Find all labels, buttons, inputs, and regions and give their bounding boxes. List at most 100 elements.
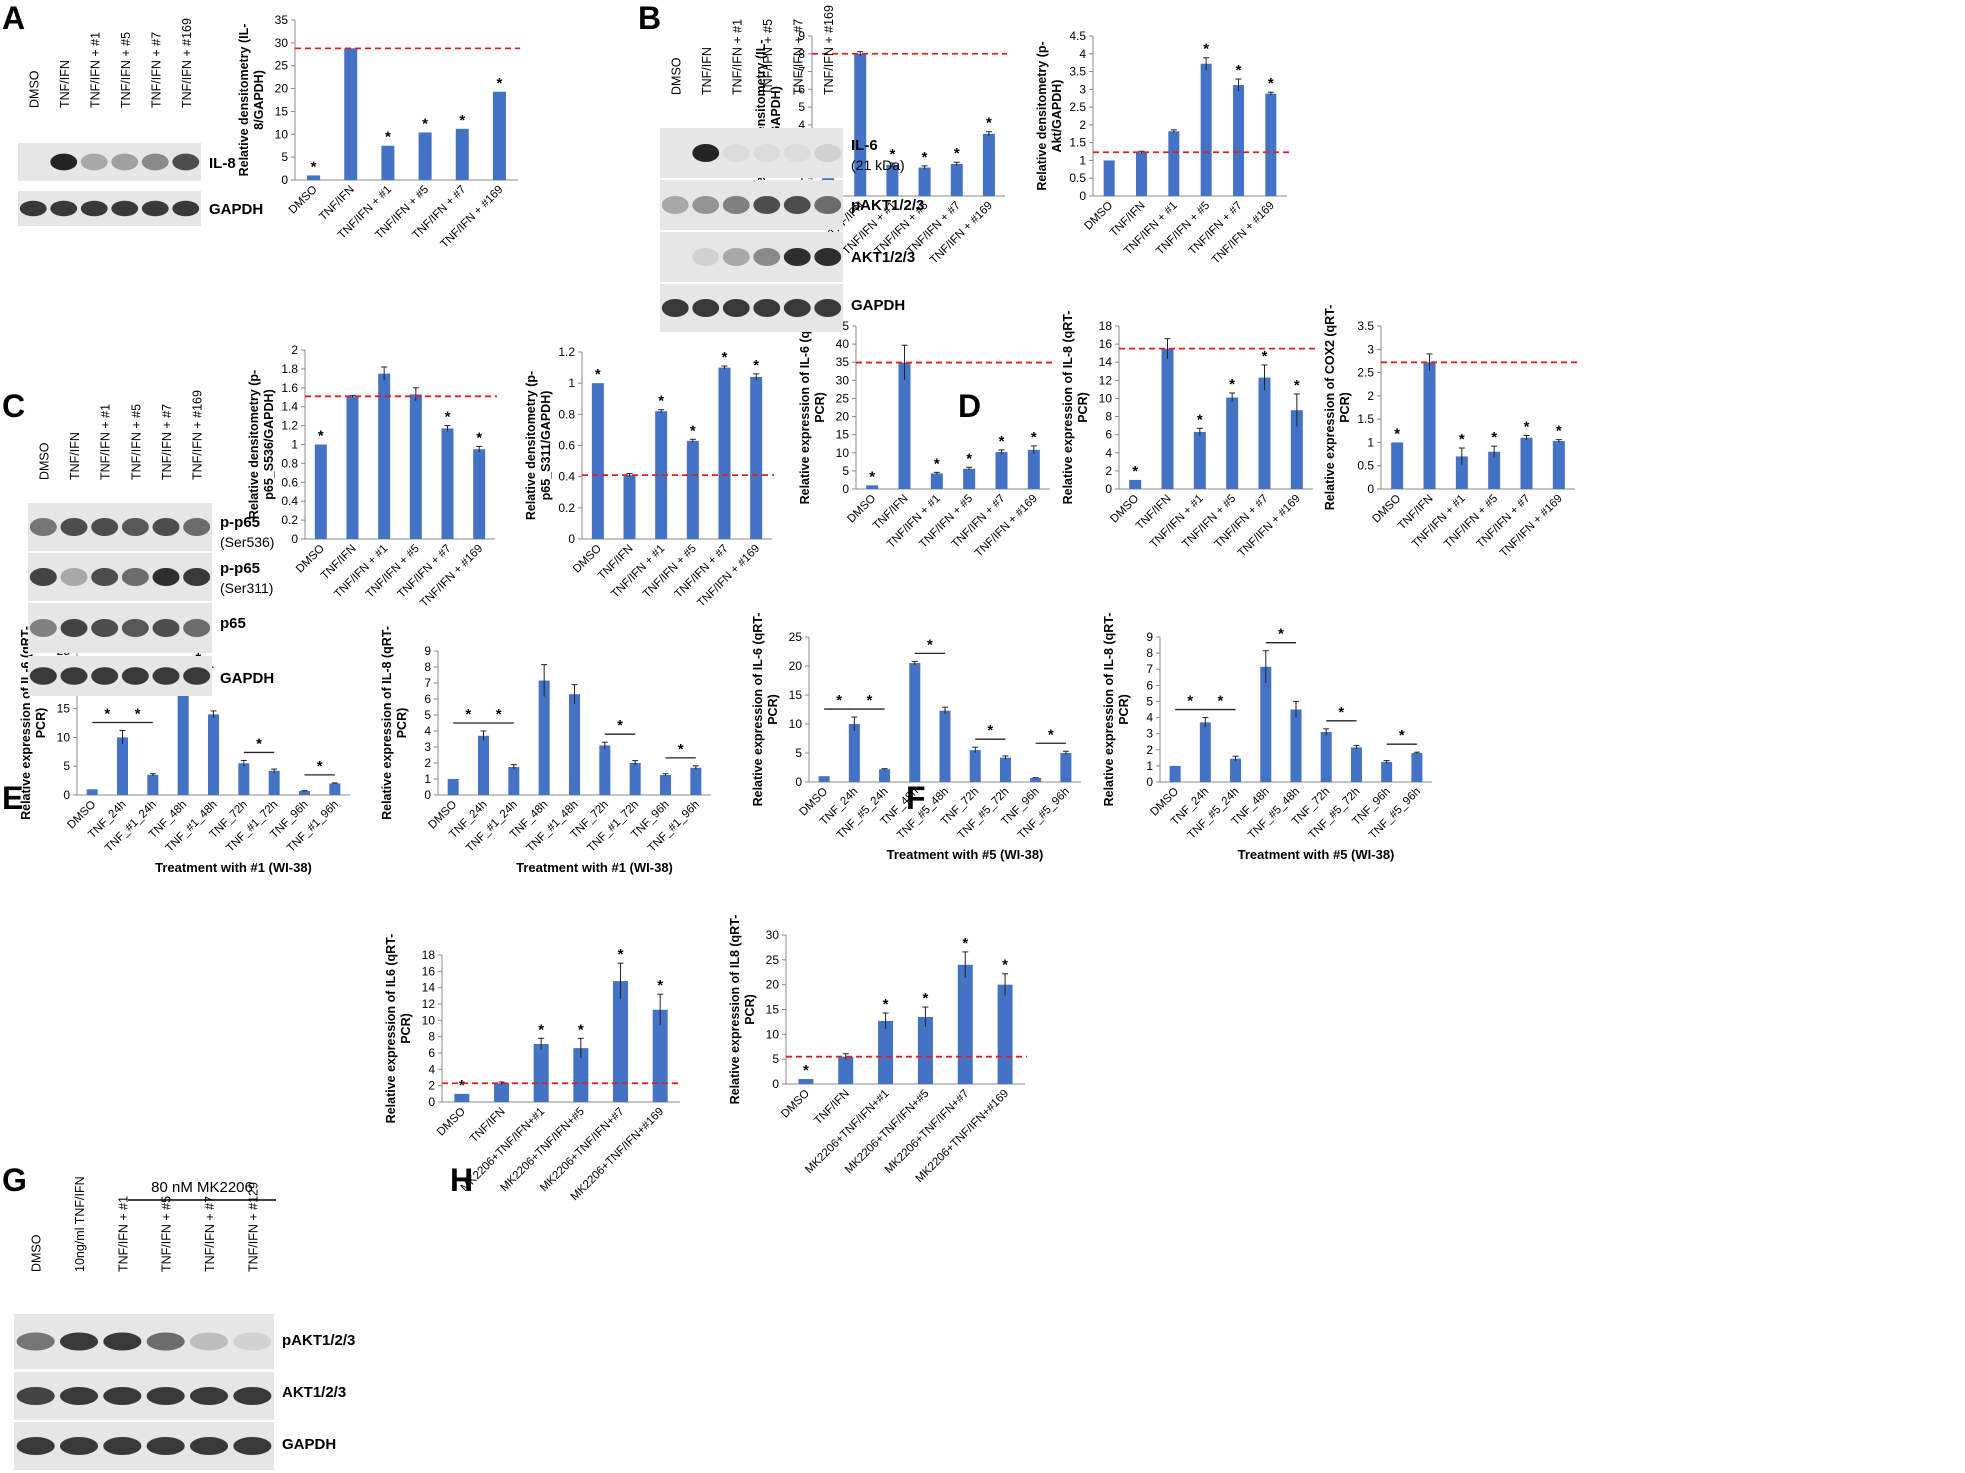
bar [344,48,358,180]
bar [1103,160,1115,196]
blot-band [783,299,811,317]
blot-band [103,1387,142,1405]
bar [147,774,159,795]
blot-lane-label: TNF/IFN + #1 [730,19,744,95]
blot-band [783,144,811,162]
blot-band [59,1387,99,1405]
y-tick-label: 10 [836,446,850,460]
x-tick-label: DMSO [779,1088,812,1121]
significance-star: * [538,1021,544,1038]
y-tick-label: 35 [275,13,289,27]
y-tick-label: 3.5 [1357,319,1374,333]
significance-star: * [1262,348,1268,365]
y-tick-label: 30 [766,928,780,942]
y-axis-label-line: Relative expression of IL6 (qRT- [384,934,398,1124]
significance-star: * [1031,429,1037,446]
blot-strip [28,503,212,551]
y-tick-label: 2 [1079,118,1086,132]
y-tick-label: 1.6 [281,381,298,395]
bar [995,452,1008,489]
y-tick-label: 9 [424,644,431,658]
chart-f2: 0 1 2 3 4 5 6 7 8 9 Relative expression of IL-8 (q… [1102,613,1432,862]
y-tick-label: 18 [1099,319,1113,333]
blot-lane-label: TNF/IFN + #5 [761,19,775,95]
blot-band [50,153,78,171]
significance-star: * [1236,62,1242,79]
bar [629,763,641,795]
y-tick-label: 0.5 [1069,171,1086,185]
blot-row-label: AKT1/2/3 [851,249,915,266]
western-blot-g: DMSO 10ng/ml TNF/IFN TNF/IFN + #1 TNF/IFN +… [14,1176,355,1470]
y-axis-label: Relative densitometry (p-p65_S311/GAPDH) [524,371,553,520]
y-tick-label: 6 [1105,428,1112,442]
x-tick-label: DMSO [287,184,320,217]
blot-lane-label: TNF/IFN + #169 [191,390,205,480]
y-tick-label: 15 [766,1003,780,1017]
bar [409,394,422,539]
blot-row-label: (Ser311) [220,580,273,596]
x-tick-label: TNF/IFN + #169 [1498,493,1565,560]
panel-label-g: G [2,1162,27,1198]
y-tick-label: 0 [1146,775,1153,789]
significance-star: * [1268,75,1274,92]
blot-band [753,299,781,317]
western-blot-b: DMSO TNF/IFN TNF/IFN + #1 TNF/IFN + #5 TNF/I… [660,5,924,332]
blot-band [121,619,149,637]
bar [1411,753,1423,782]
mk2206-group-label: 80 nM MK2206 [151,1179,253,1196]
blot-band [692,248,720,266]
blot-row-label: p-p65 [220,514,260,531]
blot-strip [14,1314,274,1369]
western-blot-c: DMSO TNF/IFN TNF/IFN + #1 TNF/IFN + #5 TNF/I… [28,390,274,696]
significance-star: * [869,468,875,485]
blot-band [59,1332,99,1351]
y-tick-label: 2 [428,1079,435,1093]
blot-band [783,248,811,266]
y-tick-label: 1 [568,376,575,390]
y-tick-label: 1 [798,171,805,185]
significance-star: * [1218,693,1224,710]
significance-star: * [1399,727,1405,744]
bar [1230,758,1242,782]
bar [1265,93,1277,196]
blot-band [111,200,139,217]
bar [878,1020,894,1084]
chart-a1: 0 5 10 15 20 25 30 35 Relative densitometry (IL-… [237,13,520,251]
blot-band [783,196,811,214]
y-axis-label: Relative densitometry (p-p65_S536/GAPDH) [247,370,276,519]
x-tick-label: TNF/IFN + #169 [928,200,995,267]
bar [1258,377,1271,489]
bar [854,53,867,197]
blot-lane-label: DMSO [27,70,41,108]
blot-band [60,619,88,637]
y-tick-label: 1 [291,438,298,452]
x-axis-label: Treatment with #5 (WI-38) [1238,847,1395,862]
blot-lane-label: TNF/IFN + #7 [149,32,163,108]
y-tick-label: 5 [798,100,805,114]
blot-lane-label: TNF/IFN [68,432,82,480]
y-tick-label: 8 [1146,646,1153,660]
significance-star: * [595,366,601,383]
blot-band [152,518,180,536]
y-tick-label: 9 [1146,630,1153,644]
blot-strip [660,180,843,230]
y-tick-label: 10 [57,730,71,744]
blot-band [19,200,47,217]
bar [1520,437,1533,489]
blot-band [722,196,750,214]
blot-row-label: p-p65 [220,560,260,577]
y-tick-label: 2 [291,343,298,357]
significance-star: * [256,735,262,752]
bar [686,440,699,539]
y-tick-label: 30 [836,373,850,387]
chart-d3: 0 0.5 1 1.5 2 2.5 3 3.5 Relative expression of C… [1323,305,1577,560]
bar [299,790,310,795]
bar [1199,722,1211,782]
blot-lane-label: TNF/IFN + #7 [791,19,805,95]
y-tick-label: 0 [795,775,802,789]
significance-star: * [966,450,972,467]
blot-strip [660,128,843,178]
bar [969,750,981,782]
blot-row-label: GAPDH [220,670,274,687]
